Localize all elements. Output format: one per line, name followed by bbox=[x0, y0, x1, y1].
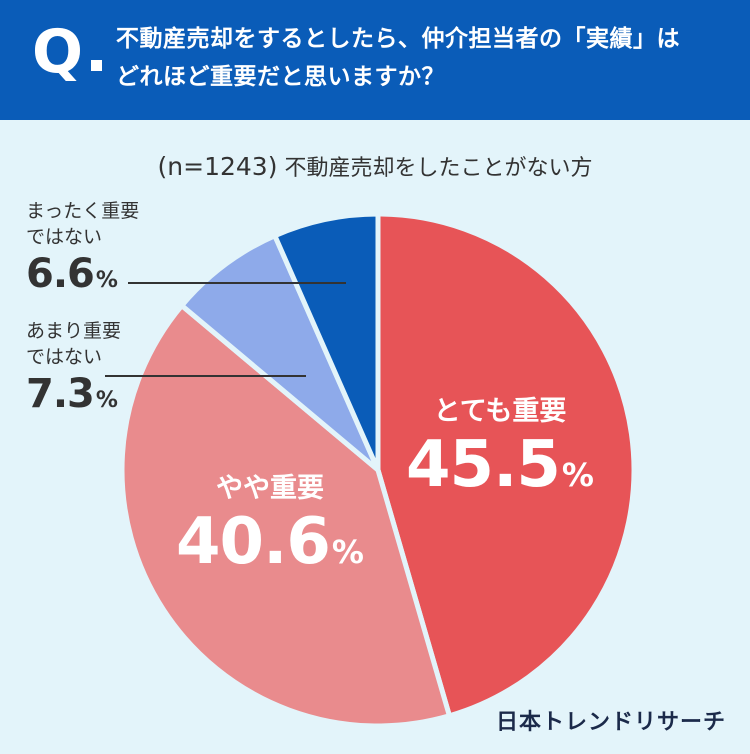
percent-sign: % bbox=[332, 533, 364, 571]
label-not-very-important: あまり重要 ではない 7.3% bbox=[26, 318, 121, 418]
label-somewhat-important: やや重要 40.6% bbox=[170, 472, 370, 578]
slice-value: 7.3 bbox=[26, 371, 94, 417]
slice-value: 40.6 bbox=[176, 505, 330, 579]
slice-value: 45.5 bbox=[406, 428, 560, 502]
slice-label: やや重要 bbox=[170, 472, 370, 506]
percent-sign: % bbox=[562, 456, 594, 494]
slice-label-line: まったく重要 bbox=[26, 198, 139, 224]
slice-label-line: あまり重要 bbox=[26, 318, 121, 344]
slice-label-line: ではない bbox=[26, 344, 121, 370]
label-not-at-all-important: まったく重要 ではない 6.6% bbox=[26, 198, 139, 298]
slice-label: とても重要 bbox=[400, 395, 600, 429]
percent-sign: % bbox=[96, 268, 118, 293]
percent-sign: % bbox=[96, 388, 118, 413]
slice-label-line: ではない bbox=[26, 224, 139, 250]
brand-logo: 日本トレンドリサーチ bbox=[496, 704, 726, 736]
label-very-important: とても重要 45.5% bbox=[400, 395, 600, 501]
slice-value: 6.6 bbox=[26, 251, 94, 297]
